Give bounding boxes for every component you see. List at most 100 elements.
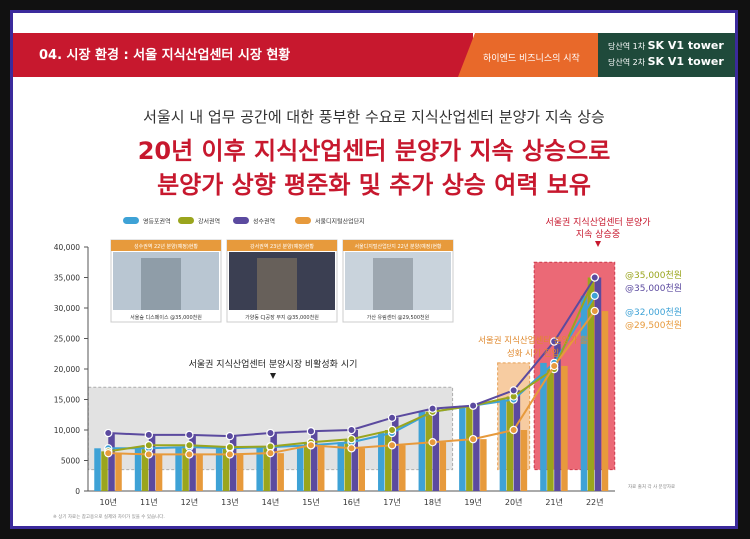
bar: [215, 448, 223, 491]
data-point: [387, 441, 397, 450]
bar: [94, 448, 101, 491]
data-point: [185, 450, 194, 459]
bar: [236, 454, 244, 491]
data-point: [590, 291, 599, 300]
y-tick-label: 40,000: [54, 243, 80, 252]
bar: [439, 442, 447, 491]
activation-period-label-2: 성화 시기 진입: [507, 348, 559, 359]
price-value-label: @29,500천원: [625, 320, 682, 331]
photo-building: [141, 258, 181, 310]
x-tick-label: 19년: [464, 497, 482, 507]
y-tick-label: 0: [75, 487, 80, 496]
bar: [148, 434, 156, 491]
data-point: [387, 413, 397, 422]
bar: [480, 439, 487, 491]
bar: [182, 445, 189, 491]
legend-label: 성수권역: [253, 218, 275, 226]
bar: [561, 365, 568, 491]
bar: [399, 445, 406, 491]
bar: [270, 433, 277, 491]
data-point: [347, 425, 356, 435]
bar: [303, 442, 311, 491]
data-point: [590, 273, 599, 282]
bar: [351, 430, 358, 491]
photo-caption-bottom: 서울숲 디스페이스 @35,000천원: [130, 314, 202, 321]
x-tick-label: 13년: [221, 497, 239, 507]
data-point: [266, 448, 275, 458]
data-point: [104, 428, 113, 438]
data-point: [185, 430, 194, 440]
x-tick-label: 17년: [383, 497, 401, 507]
bar: [263, 446, 270, 491]
slide-title: 04. 시장 환경 : 서울 지식산업센터 시장 현황: [39, 48, 291, 63]
legend-label: 서울디지털산업단지: [315, 218, 365, 226]
bar: [425, 411, 433, 491]
y-tick-label: 5000: [61, 457, 80, 466]
bar: [418, 411, 426, 491]
bar: [222, 447, 230, 491]
data-point: [225, 431, 235, 441]
data-point: [347, 444, 356, 453]
activation-period-label-1: 서울권 지식산업센터 분양가 활: [478, 335, 588, 346]
photo-building: [373, 258, 413, 310]
bar: [256, 447, 263, 491]
bar: [277, 453, 284, 491]
x-tick-label: 15년: [302, 497, 320, 507]
tagline-label: 하이엔드 비즈니스의 시작: [483, 54, 580, 64]
data-point: [549, 361, 559, 371]
inactive-period-label: 서울권 지식산업센터 분양시장 비활성화 시기: [189, 358, 358, 370]
bar: [547, 369, 554, 491]
bar: [378, 433, 385, 491]
data-point: [347, 434, 356, 444]
bar: [459, 405, 466, 491]
data-point: [144, 430, 154, 440]
bar: [317, 445, 325, 491]
data-point: [428, 404, 437, 413]
data-point: [428, 438, 437, 447]
header-bar: [13, 33, 473, 77]
photo-caption-top: 서울디지털산업단지 22년 분양(예정)현황: [354, 243, 441, 250]
x-tick-label: 10년: [99, 497, 117, 507]
headline-line-1: 20년 이후 지식산업센터 분양가 지속 상승으로: [137, 137, 611, 165]
photo-caption-bar: [111, 240, 221, 251]
price-chart: 0 5000 10,000 15,000 20,000 25,000 30,000 35,00…: [53, 216, 682, 520]
x-tick-label: 22년: [586, 497, 604, 507]
y-tick-label: 25,000: [54, 335, 80, 344]
price-value-label: @35,000천원: [625, 270, 682, 281]
rising-period-label-1: 서울권 지식산업센터 분양가: [545, 216, 650, 228]
bar: [473, 405, 480, 491]
bar: [499, 399, 507, 491]
inactive-period-arrow: [270, 373, 276, 379]
slide-header: 04. 시장 환경 : 서울 지식산업센터 시장 현황 하이엔드 비즈니스의 시…: [13, 13, 735, 87]
brand-tab: [598, 33, 735, 77]
bar: [506, 396, 514, 491]
y-tick-label: 35,000: [54, 274, 80, 283]
x-tick-label: 21년: [545, 497, 563, 507]
bar: [587, 277, 595, 491]
data-point: [225, 442, 235, 452]
data-point: [549, 337, 559, 346]
x-tick-label: 12년: [181, 497, 199, 507]
y-tick-label: 30,000: [54, 304, 80, 313]
brand-line-2: 당산역 2차 SK V1 tower: [608, 55, 724, 68]
data-point: [104, 448, 113, 458]
footnote-right: 자료 출처 각 사 분양자료: [628, 483, 675, 490]
bar: [520, 430, 528, 491]
y-tick-label: 20,000: [54, 365, 80, 374]
legend-swatch: [123, 217, 139, 224]
bar: [554, 341, 561, 491]
x-tick-label: 20년: [505, 497, 523, 507]
subtitle: 서울시 내 업무 공간에 대한 풍부한 수요로 지식산업센터 분양가 지속 상승: [143, 108, 605, 126]
bar: [466, 405, 473, 491]
data-point: [144, 441, 154, 450]
bar: [385, 430, 392, 491]
bar: [196, 454, 203, 491]
photo-caption-top: 성수권역 22년 분양(예정)현황: [134, 243, 198, 250]
data-point: [468, 434, 478, 444]
headline-line-2: 분양가 상향 평준화 및 추가 상승 여력 보유: [157, 171, 591, 199]
bar: [594, 277, 602, 491]
rising-period-arrow: [595, 241, 601, 247]
footnote-left: ※ 상기 자료는 참고용으로 실제와 차이가 있을 수 있습니다.: [53, 513, 165, 520]
photo-caption-bar: [227, 240, 337, 251]
bar: [580, 295, 588, 491]
